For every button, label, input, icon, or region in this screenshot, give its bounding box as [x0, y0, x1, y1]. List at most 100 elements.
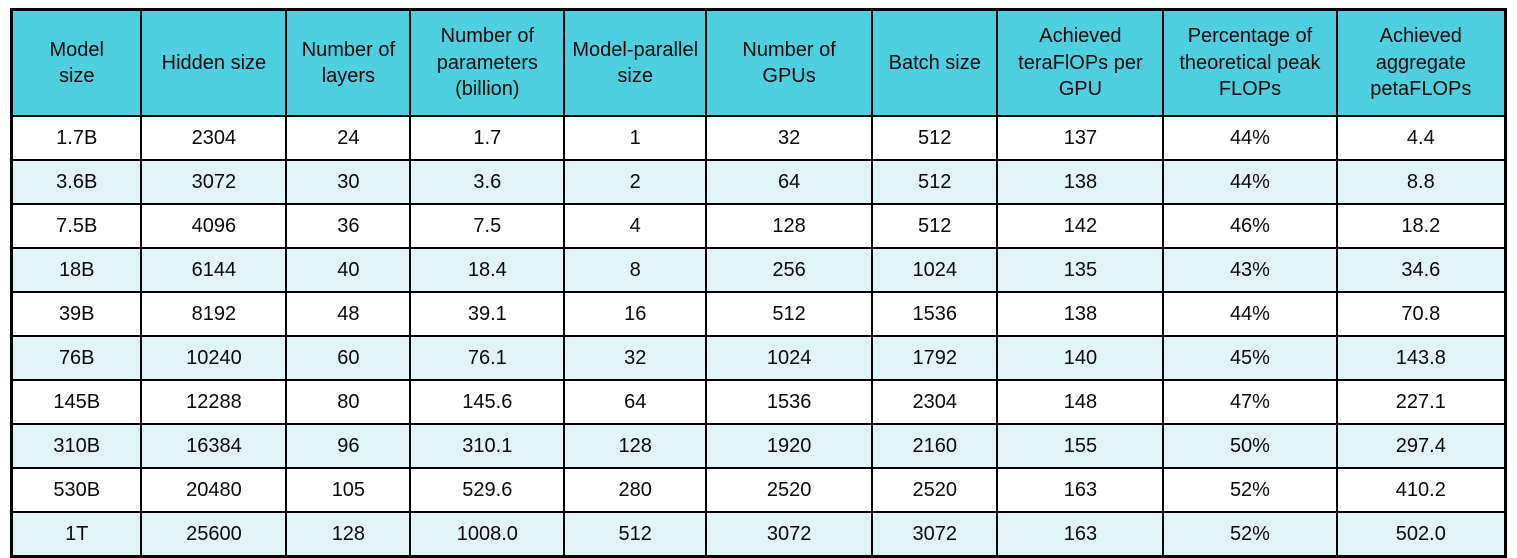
table-cell-r3-c0: 18B [10, 247, 143, 293]
table-cell-r1-c5: 64 [705, 159, 873, 205]
table-row-1.7B: 1.7B 2304 24 1.7 1 32 512 137 44% 4.4 [10, 115, 1507, 161]
table-cell-r4-c8: 44% [1162, 291, 1338, 337]
table-cell-r2-c6: 512 [870, 203, 999, 249]
table-cell-r5-c4: 32 [563, 335, 708, 381]
table-cell-r2-c3: 7.5 [409, 203, 566, 249]
table-cell-r9-c5: 3072 [705, 511, 873, 558]
table-cell-r6-c8: 47% [1162, 379, 1338, 425]
table-cell-r9-c8: 52% [1162, 511, 1338, 558]
table-cell-r8-c4: 280 [563, 467, 708, 513]
table-cell-r1-c7: 138 [996, 159, 1165, 205]
model-scaling-results-table: Model size Hidden size Number of layers Num… [10, 8, 1507, 558]
table-cell-r8-c9: 410.2 [1335, 467, 1507, 513]
table-cell-r0-c7: 137 [996, 115, 1165, 161]
table-cell-r3-c6: 1024 [870, 247, 999, 293]
table-row-1T: 1T 25600 128 1008.0 512 3072 3072 163 52% 502.0 [10, 511, 1507, 558]
column-header-7: Achieved teraFlOPs per GPU [996, 8, 1165, 117]
table-cell-r3-c8: 43% [1162, 247, 1338, 293]
table-cell-r1-c2: 30 [285, 159, 412, 205]
column-header-label: Batch size [888, 52, 981, 75]
column-header-label: Percentage of theoretical peak FLOPs [1179, 25, 1321, 101]
table-cell-r6-c1: 12288 [140, 379, 288, 425]
table-cell-r0-c2: 24 [285, 115, 412, 161]
table-cell-r9-c3: 1008.0 [409, 511, 566, 558]
table-cell-r9-c0: 1T [10, 511, 143, 558]
column-header-4: Model-parallel size [563, 8, 708, 117]
table-cell-r2-c1: 4096 [140, 203, 288, 249]
table-cell-r7-c3: 310.1 [409, 423, 566, 469]
table-cell-r6-c7: 148 [996, 379, 1165, 425]
column-header-label: Number of layers [301, 38, 396, 87]
table-cell-r2-c5: 128 [705, 203, 873, 249]
table-row-76B: 76B 10240 60 76.1 32 1024 1792 140 45% 143.8 [10, 335, 1507, 381]
table-cell-r7-c7: 155 [996, 423, 1165, 469]
table-row-530B: 530B 20480 105 529.6 280 2520 2520 163 52% 410.2 [10, 467, 1507, 513]
table-cell-r4-c1: 8192 [140, 291, 288, 337]
table-cell-r9-c2: 128 [285, 511, 412, 558]
table-cell-r3-c9: 34.6 [1335, 247, 1507, 293]
table-cell-r9-c4: 512 [563, 511, 708, 558]
table-cell-r4-c0: 39B [10, 291, 143, 337]
table-cell-r8-c0: 530B [10, 467, 143, 513]
table-cell-r7-c0: 310B [10, 423, 143, 469]
table-cell-r2-c4: 4 [563, 203, 708, 249]
table-cell-r5-c1: 10240 [140, 335, 288, 381]
table-cell-r4-c4: 16 [563, 291, 708, 337]
column-header-9: Achieved aggregate petaFLOPs [1335, 8, 1507, 117]
table-cell-r3-c5: 256 [705, 247, 873, 293]
table-cell-r3-c7: 135 [996, 247, 1165, 293]
table-cell-r1-c6: 512 [870, 159, 999, 205]
table-cell-r8-c1: 20480 [140, 467, 288, 513]
table-cell-r3-c2: 40 [285, 247, 412, 293]
table-cell-r4-c7: 138 [996, 291, 1165, 337]
table-row-18B: 18B 6144 40 18.4 8 256 1024 135 43% 34.6 [10, 247, 1507, 293]
table-cell-r3-c1: 6144 [140, 247, 288, 293]
table-cell-r0-c5: 32 [705, 115, 873, 161]
table-row-145B: 145B 12288 80 145.6 64 1536 2304 148 47% 227.1 [10, 379, 1507, 425]
table-cell-r7-c6: 2160 [870, 423, 999, 469]
table-cell-r9-c6: 3072 [870, 511, 999, 558]
table-cell-r1-c1: 3072 [140, 159, 288, 205]
table-cell-r6-c9: 227.1 [1335, 379, 1507, 425]
table-cell-r5-c2: 60 [285, 335, 412, 381]
table-cell-r6-c2: 80 [285, 379, 412, 425]
table-cell-r8-c7: 163 [996, 467, 1165, 513]
table-cell-r7-c1: 16384 [140, 423, 288, 469]
table-cell-r0-c9: 4.4 [1335, 115, 1507, 161]
column-header-2: Number of layers [285, 8, 412, 117]
header-row: Model size Hidden size Number of layers Num… [10, 8, 1507, 117]
table-cell-r6-c5: 1536 [705, 379, 873, 425]
table-cell-r5-c3: 76.1 [409, 335, 566, 381]
table-cell-r8-c5: 2520 [705, 467, 873, 513]
table-row-310B: 310B 16384 96 310.1 128 1920 2160 155 50% 297.4 [10, 423, 1507, 469]
table-cell-r9-c1: 25600 [140, 511, 288, 558]
column-header-label: Number of GPUs [742, 38, 836, 87]
table-cell-r1-c8: 44% [1162, 159, 1338, 205]
table-cell-r9-c9: 502.0 [1335, 511, 1507, 558]
table-cell-r3-c3: 18.4 [409, 247, 566, 293]
column-header-0: Model size [10, 8, 143, 117]
table-cell-r1-c4: 2 [563, 159, 708, 205]
column-header-label: Model size [49, 38, 104, 87]
table-row-7.5B: 7.5B 4096 36 7.5 4 128 512 142 46% 18.2 [10, 203, 1507, 249]
table-cell-r0-c4: 1 [563, 115, 708, 161]
table-cell-r7-c2: 96 [285, 423, 412, 469]
table-cell-r4-c2: 48 [285, 291, 412, 337]
table-cell-r9-c7: 163 [996, 511, 1165, 558]
table-cell-r5-c6: 1792 [870, 335, 999, 381]
column-header-5: Number of GPUs [705, 8, 873, 117]
column-header-label: Achieved teraFlOPs per GPU [1018, 25, 1143, 101]
column-header-label: Achieved aggregate petaFLOPs [1370, 25, 1472, 101]
table-cell-r0-c3: 1.7 [409, 115, 566, 161]
table-cell-r7-c8: 50% [1162, 423, 1338, 469]
table-cell-r5-c7: 140 [996, 335, 1165, 381]
table-page: Model size Hidden size Number of layers Num… [10, 8, 1507, 558]
table-cell-r4-c5: 512 [705, 291, 873, 337]
table-cell-r3-c4: 8 [563, 247, 708, 293]
table-cell-r7-c9: 297.4 [1335, 423, 1507, 469]
table-row-39B: 39B 8192 48 39.1 16 512 1536 138 44% 70.8 [10, 291, 1507, 337]
table-cell-r5-c9: 143.8 [1335, 335, 1507, 381]
column-header-label: Number of parameters (billion) [436, 25, 538, 101]
table-cell-r8-c6: 2520 [870, 467, 999, 513]
table-cell-r0-c1: 2304 [140, 115, 288, 161]
